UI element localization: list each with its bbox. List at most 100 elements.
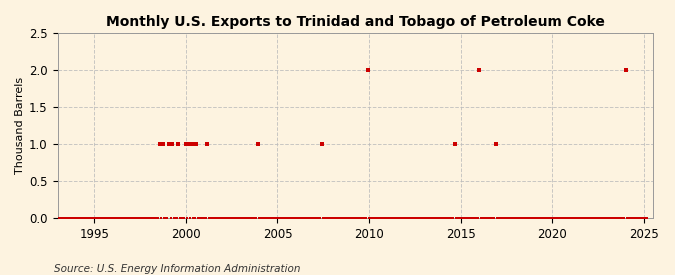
Point	[620, 68, 631, 72]
Point	[458, 216, 469, 220]
Point	[338, 216, 348, 220]
Point	[565, 216, 576, 220]
Point	[344, 216, 354, 220]
Point	[489, 216, 500, 220]
Point	[121, 216, 132, 220]
Point	[266, 216, 277, 220]
Point	[128, 216, 139, 220]
Point	[252, 142, 263, 146]
Point	[398, 216, 408, 220]
Point	[487, 216, 498, 220]
Point	[184, 142, 194, 146]
Point	[82, 216, 93, 220]
Point	[307, 216, 318, 220]
Point	[591, 216, 602, 220]
Point	[370, 216, 381, 220]
Point	[173, 142, 184, 146]
Point	[273, 216, 284, 220]
Point	[573, 216, 584, 220]
Point	[255, 216, 266, 220]
Point	[234, 216, 244, 220]
Point	[406, 216, 417, 220]
Point	[238, 216, 249, 220]
Point	[324, 216, 335, 220]
Point	[93, 216, 104, 220]
Point	[558, 216, 568, 220]
Point	[300, 216, 310, 220]
Point	[429, 216, 440, 220]
Point	[417, 216, 428, 220]
Point	[556, 216, 567, 220]
Point	[335, 216, 346, 220]
Point	[103, 216, 113, 220]
Point	[503, 216, 514, 220]
Point	[601, 216, 612, 220]
Point	[452, 216, 463, 220]
Point	[105, 216, 116, 220]
Point	[321, 216, 331, 220]
Point	[551, 216, 562, 220]
Point	[405, 216, 416, 220]
Point	[336, 216, 347, 220]
Point	[248, 216, 259, 220]
Point	[346, 216, 356, 220]
Point	[294, 216, 304, 220]
Point	[576, 216, 587, 220]
Point	[278, 216, 289, 220]
Point	[480, 216, 491, 220]
Point	[578, 216, 589, 220]
Point	[593, 216, 603, 220]
Point	[203, 216, 214, 220]
Point	[553, 216, 564, 220]
Point	[163, 142, 174, 146]
Point	[518, 216, 529, 220]
Point	[492, 216, 503, 220]
Point	[460, 216, 470, 220]
Point	[475, 216, 486, 220]
Point	[126, 216, 136, 220]
Point	[301, 216, 312, 220]
Point	[493, 216, 504, 220]
Point	[330, 216, 341, 220]
Point	[433, 216, 443, 220]
Point	[74, 216, 84, 220]
Point	[269, 216, 280, 220]
Point	[230, 216, 240, 220]
Point	[340, 216, 350, 220]
Point	[507, 216, 518, 220]
Point	[387, 216, 398, 220]
Point	[404, 216, 414, 220]
Point	[331, 216, 342, 220]
Point	[434, 216, 445, 220]
Point	[240, 216, 251, 220]
Point	[352, 216, 362, 220]
Point	[479, 216, 489, 220]
Point	[547, 216, 558, 220]
Point	[296, 216, 307, 220]
Point	[298, 216, 309, 220]
Point	[327, 216, 338, 220]
Point	[515, 216, 526, 220]
Point	[52, 216, 63, 220]
Point	[84, 216, 95, 220]
Point	[385, 216, 396, 220]
Point	[333, 216, 344, 220]
Point	[634, 216, 645, 220]
Point	[188, 216, 199, 220]
Point	[145, 216, 156, 220]
Point	[470, 216, 481, 220]
Point	[122, 216, 133, 220]
Point	[192, 216, 203, 220]
Point	[570, 216, 580, 220]
Point	[176, 216, 186, 220]
Point	[469, 216, 480, 220]
Title: Monthly U.S. Exports to Trinidad and Tobago of Petroleum Coke: Monthly U.S. Exports to Trinidad and Tob…	[106, 15, 605, 29]
Point	[463, 216, 474, 220]
Point	[231, 216, 242, 220]
Point	[377, 216, 388, 220]
Point	[196, 216, 207, 220]
Point	[632, 216, 643, 220]
Point	[215, 216, 226, 220]
Point	[626, 216, 637, 220]
Point	[277, 216, 288, 220]
